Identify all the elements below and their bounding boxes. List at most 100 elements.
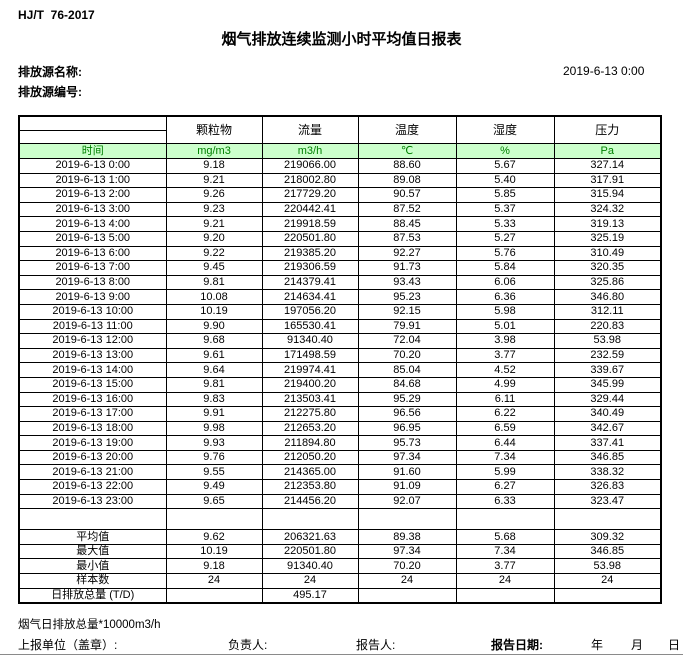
time-cell: 2019-6-13 7:00 [18, 260, 167, 276]
data-row: 2019-6-13 16:00 9.83 213503.41 95.29 6.11 329… [18, 391, 662, 408]
value-cell: 10.08 [165, 289, 263, 305]
value-cell: 3.98 [455, 333, 555, 349]
value-cell: 3.77 [455, 558, 555, 575]
value-cell: 24 [357, 573, 457, 589]
value-cell [165, 587, 263, 604]
value-cell: 165530.41 [261, 318, 359, 335]
value-cell: 24 [261, 573, 359, 589]
value-cell: 9.65 [165, 493, 263, 510]
time-cell: 2019-6-13 2:00 [18, 187, 167, 203]
value-cell: 95.23 [357, 289, 457, 305]
value-cell: 338.32 [553, 464, 662, 481]
time-cell: 2019-6-13 8:00 [18, 274, 167, 291]
data-row: 2019-6-13 19:00 9.93 211894.80 95.73 6.44 337… [18, 435, 662, 451]
value-cell: 85.04 [357, 362, 457, 378]
value-cell: 9.83 [165, 391, 263, 408]
value-cell: 89.38 [357, 529, 457, 545]
month-label: 月 [631, 638, 644, 652]
value-cell: 9.93 [165, 435, 263, 451]
value-cell [553, 587, 662, 604]
column-header-flow: 流量 [261, 115, 359, 144]
value-cell: 84.68 [357, 376, 457, 393]
value-cell: 9.18 [165, 558, 263, 575]
value-cell: 92.27 [357, 245, 457, 262]
value-cell: 91.60 [357, 464, 457, 481]
data-row: 2019-6-13 15:00 9.81 219400.20 84.68 4.99 345… [18, 376, 662, 393]
value-cell: 91.09 [357, 479, 457, 495]
value-cell: 9.91 [165, 406, 263, 422]
value-cell: 9.68 [165, 333, 263, 349]
responsible-person-label: 负责人: [228, 638, 268, 652]
value-cell: 317.91 [553, 172, 662, 189]
value-cell: 5.40 [455, 172, 555, 189]
time-cell: 2019-6-13 4:00 [18, 216, 167, 232]
data-row: 2019-6-13 7:00 9.45 219306.59 91.73 5.84 320.… [18, 260, 662, 276]
data-row: 2019-6-13 11:00 9.90 165530.41 79.91 5.01 220… [18, 318, 662, 335]
value-cell: 91340.40 [261, 333, 359, 349]
data-row: 2019-6-13 1:00 9.21 218002.80 89.08 5.40 317.… [18, 172, 662, 189]
value-cell: 214634.41 [261, 289, 359, 305]
header-blank-bottom-cell [18, 129, 167, 144]
value-cell: 92.07 [357, 493, 457, 510]
value-cell: 88.45 [357, 216, 457, 232]
data-row: 2019-6-13 23:00 9.65 214456.20 92.07 6.33 323… [18, 493, 662, 510]
value-cell: 6.36 [455, 289, 555, 305]
time-cell: 2019-6-13 19:00 [18, 435, 167, 451]
value-cell: 217729.20 [261, 187, 359, 203]
summary-label-cell: 平均值 [18, 529, 167, 545]
value-cell: 7.34 [455, 449, 555, 466]
data-row: 2019-6-13 18:00 9.98 212653.20 96.95 6.59 342… [18, 420, 662, 437]
value-cell: 214456.20 [261, 493, 359, 510]
summary-row: 最大值 10.19 220501.80 97.34 7.34 346.85 [18, 543, 662, 560]
value-cell: 24 [553, 573, 662, 589]
year-label: 年 [591, 638, 604, 652]
value-cell: 89.08 [357, 172, 457, 189]
summary-rows: 平均值 9.62 206321.63 89.38 5.68 309.32 最大值 10.19 2… [18, 529, 662, 604]
value-cell: 24 [165, 573, 263, 589]
value-cell: 219385.20 [261, 245, 359, 262]
value-cell: 6.27 [455, 479, 555, 495]
value-cell: 329.44 [553, 391, 662, 408]
report-date-label: 报告日期: [491, 638, 543, 652]
reporter-label: 报告人: [356, 638, 396, 652]
time-cell: 2019-6-13 0:00 [18, 158, 167, 174]
data-row: 2019-6-13 10:00 10.19 197056.20 92.15 5.98 31… [18, 303, 662, 320]
time-cell: 2019-6-13 21:00 [18, 464, 167, 481]
bottom-divider [0, 654, 683, 655]
value-cell: 53.98 [553, 558, 662, 575]
value-cell: 5.99 [455, 464, 555, 481]
value-cell: 6.44 [455, 435, 555, 451]
value-cell: 91340.40 [261, 558, 359, 575]
value-cell: 220.83 [553, 318, 662, 335]
value-cell: 310.49 [553, 245, 662, 262]
time-cell: 2019-6-13 11:00 [18, 318, 167, 335]
value-cell [357, 587, 457, 604]
value-cell: 219400.20 [261, 376, 359, 393]
day-label: 日 [668, 638, 681, 652]
value-cell: 5.98 [455, 303, 555, 320]
value-cell: 92.15 [357, 303, 457, 320]
unit-flow-cell: m3/h [261, 143, 359, 159]
value-cell: 6.11 [455, 391, 555, 408]
value-cell: 5.01 [455, 318, 555, 335]
value-cell: 219918.59 [261, 216, 359, 232]
value-cell: 320.35 [553, 260, 662, 276]
value-cell: 97.34 [357, 543, 457, 560]
spacer-section [18, 508, 662, 531]
page-title: 烟气排放连续监测小时平均值日报表 [221, 31, 462, 48]
column-header-humidity: 湿度 [455, 115, 555, 144]
value-cell: 95.73 [357, 435, 457, 451]
value-cell: 212275.80 [261, 406, 359, 422]
time-cell: 2019-6-13 22:00 [18, 479, 167, 495]
value-cell: 346.80 [553, 289, 662, 305]
value-cell: 53.98 [553, 333, 662, 349]
data-row: 2019-6-13 8:00 9.81 214379.41 93.43 6.06 325.… [18, 274, 662, 291]
report-unit-label: 上报单位（盖章）: [18, 638, 118, 652]
unit-pressure-cell: Pa [553, 143, 662, 159]
value-cell: 3.77 [455, 347, 555, 364]
time-cell: 2019-6-13 1:00 [18, 172, 167, 189]
value-cell: 6.22 [455, 406, 555, 422]
value-cell: 325.86 [553, 274, 662, 291]
value-cell: 9.61 [165, 347, 263, 364]
value-cell [455, 587, 555, 604]
